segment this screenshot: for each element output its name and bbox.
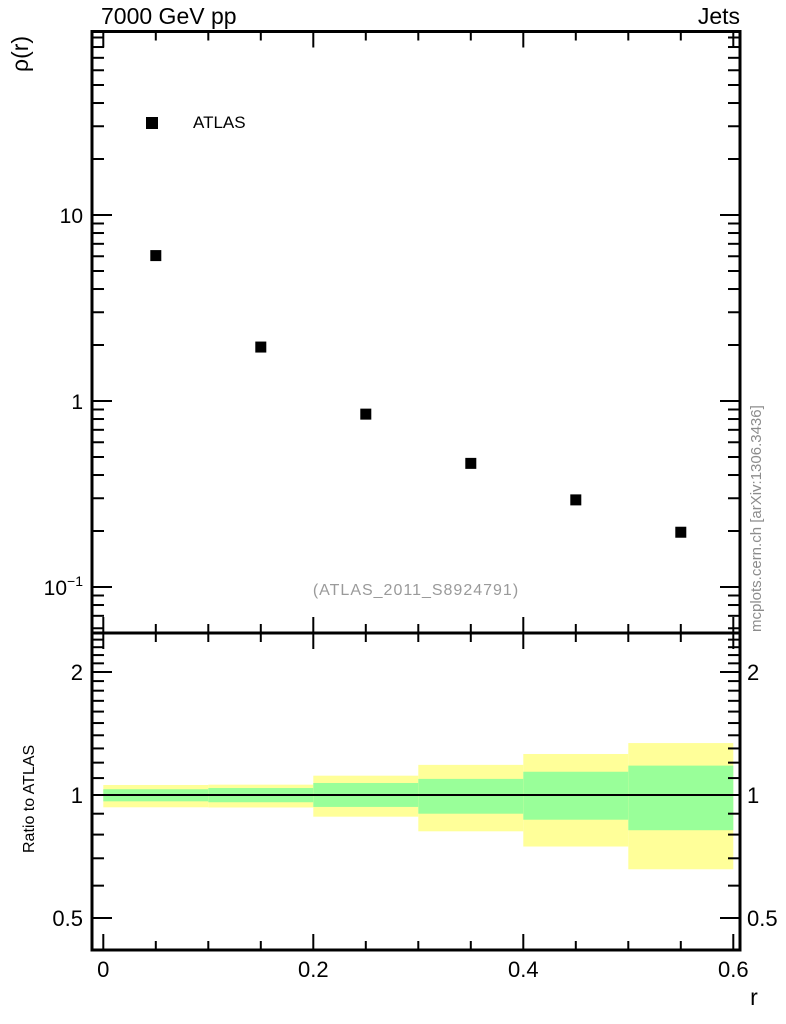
legend-square-marker-icon bbox=[146, 117, 158, 129]
uncertainty-band-inner bbox=[628, 765, 734, 831]
uncertainty-band-inner bbox=[418, 778, 524, 814]
data-point-marker bbox=[150, 250, 162, 262]
y-tick-label: 10 bbox=[60, 205, 83, 228]
data-point-marker bbox=[255, 341, 267, 353]
ratio-tick-label: 1 bbox=[747, 783, 759, 808]
y-axis-label-ratio: Ratio to ATLAS bbox=[21, 744, 38, 853]
x-axis-label: r bbox=[750, 984, 758, 1010]
x-tick-label: 0 bbox=[97, 957, 109, 982]
y-tick-label: 1 bbox=[71, 391, 83, 414]
x-tick-label: 0.6 bbox=[718, 957, 749, 982]
analysis-watermark: (ATLAS_2011_S8924791) bbox=[312, 582, 520, 599]
y-axis-label-main: ρ(r) bbox=[7, 35, 33, 72]
ratio-panel-frame bbox=[90, 631, 742, 952]
ratio-tick-label: 0.5 bbox=[747, 906, 778, 931]
y-tick-label: 10−1 bbox=[44, 573, 84, 600]
legend-label: ATLAS bbox=[193, 113, 246, 132]
ratio-tick-label: 0.5 bbox=[52, 906, 83, 931]
plot-title-right: Jets bbox=[697, 3, 740, 29]
data-point-marker bbox=[360, 408, 372, 420]
main-panel-frame bbox=[90, 30, 742, 635]
x-tick-label: 0.2 bbox=[298, 957, 329, 982]
ratio-tick-label: 2 bbox=[71, 660, 83, 685]
mcplots-side-note: mcplots.cern.ch [arXiv:1306.3436] bbox=[748, 405, 765, 632]
ratio-tick-label: 2 bbox=[747, 660, 759, 685]
ratio-tick-label: 1 bbox=[71, 783, 83, 808]
data-point-marker bbox=[675, 526, 687, 538]
data-point-marker bbox=[465, 457, 477, 469]
data-point-marker bbox=[570, 494, 582, 506]
x-tick-label: 0.4 bbox=[508, 957, 539, 982]
plot-title-left: 7000 GeV pp bbox=[101, 3, 237, 29]
